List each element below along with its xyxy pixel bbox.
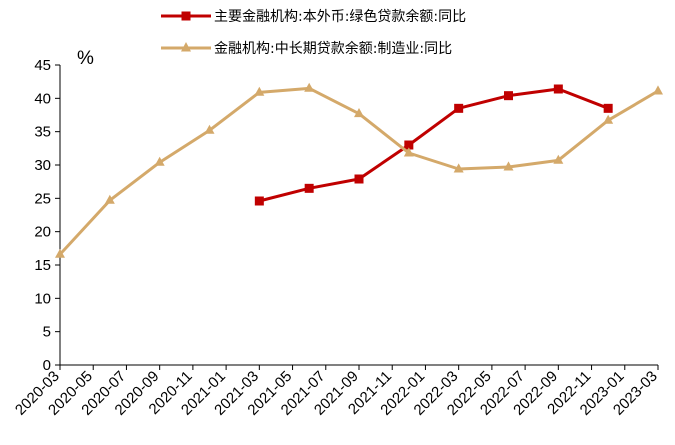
series-1-point <box>603 103 613 113</box>
y-tick-label: 0 <box>43 357 51 374</box>
y-tick-label: 20 <box>34 224 51 241</box>
series-2-point <box>254 86 265 96</box>
legend-label: 金融机构:中长期贷款余额:制造业:同比 <box>214 40 452 57</box>
series-1-line <box>258 87 609 203</box>
series-1-point <box>404 140 414 150</box>
series-2-point <box>453 163 464 173</box>
y-tick-label: 5 <box>43 324 51 341</box>
series-1-point <box>304 183 314 193</box>
series-2-point <box>55 248 65 258</box>
series-layer <box>55 82 663 258</box>
y-tick-label: 35 <box>34 124 51 141</box>
series-2-point <box>104 194 115 204</box>
y-tick-label: 40 <box>34 90 51 107</box>
y-tick-label: 30 <box>34 157 51 174</box>
series-2-point <box>553 154 564 164</box>
series-2-point <box>503 161 514 171</box>
series-1-point <box>504 91 513 101</box>
legend-item-2: 金融机构:中长期贷款余额:制造业:同比 <box>161 40 452 57</box>
legend-item-1: 主要金融机构:本外币:绿色贷款余额:同比 <box>161 8 466 25</box>
series-1-point <box>254 196 264 206</box>
series-2-point <box>403 147 414 157</box>
series-1-point <box>553 84 563 94</box>
y-tick-label: 45 <box>34 57 51 74</box>
series-2-point <box>603 114 614 124</box>
axes: 0510152025303540452020-032020-052020-072… <box>12 57 661 419</box>
legend-marker <box>181 11 191 21</box>
legend-label: 主要金融机构:本外币:绿色贷款余额:同比 <box>214 8 466 25</box>
y-tick-label: 15 <box>34 257 51 274</box>
series-1 <box>254 84 613 206</box>
series-2-point <box>204 124 215 134</box>
y-tick-label: 25 <box>34 190 51 207</box>
series-2-point <box>304 82 315 92</box>
series-1-point <box>354 174 364 184</box>
series-2-point <box>154 156 165 166</box>
legend-marker <box>181 42 191 52</box>
series-2 <box>55 82 663 258</box>
series-2-point <box>653 85 663 95</box>
y-tick-label: 10 <box>34 290 51 307</box>
series-1-point <box>454 103 464 113</box>
series-2-point <box>354 108 364 118</box>
y-axis-unit: % <box>77 48 94 69</box>
